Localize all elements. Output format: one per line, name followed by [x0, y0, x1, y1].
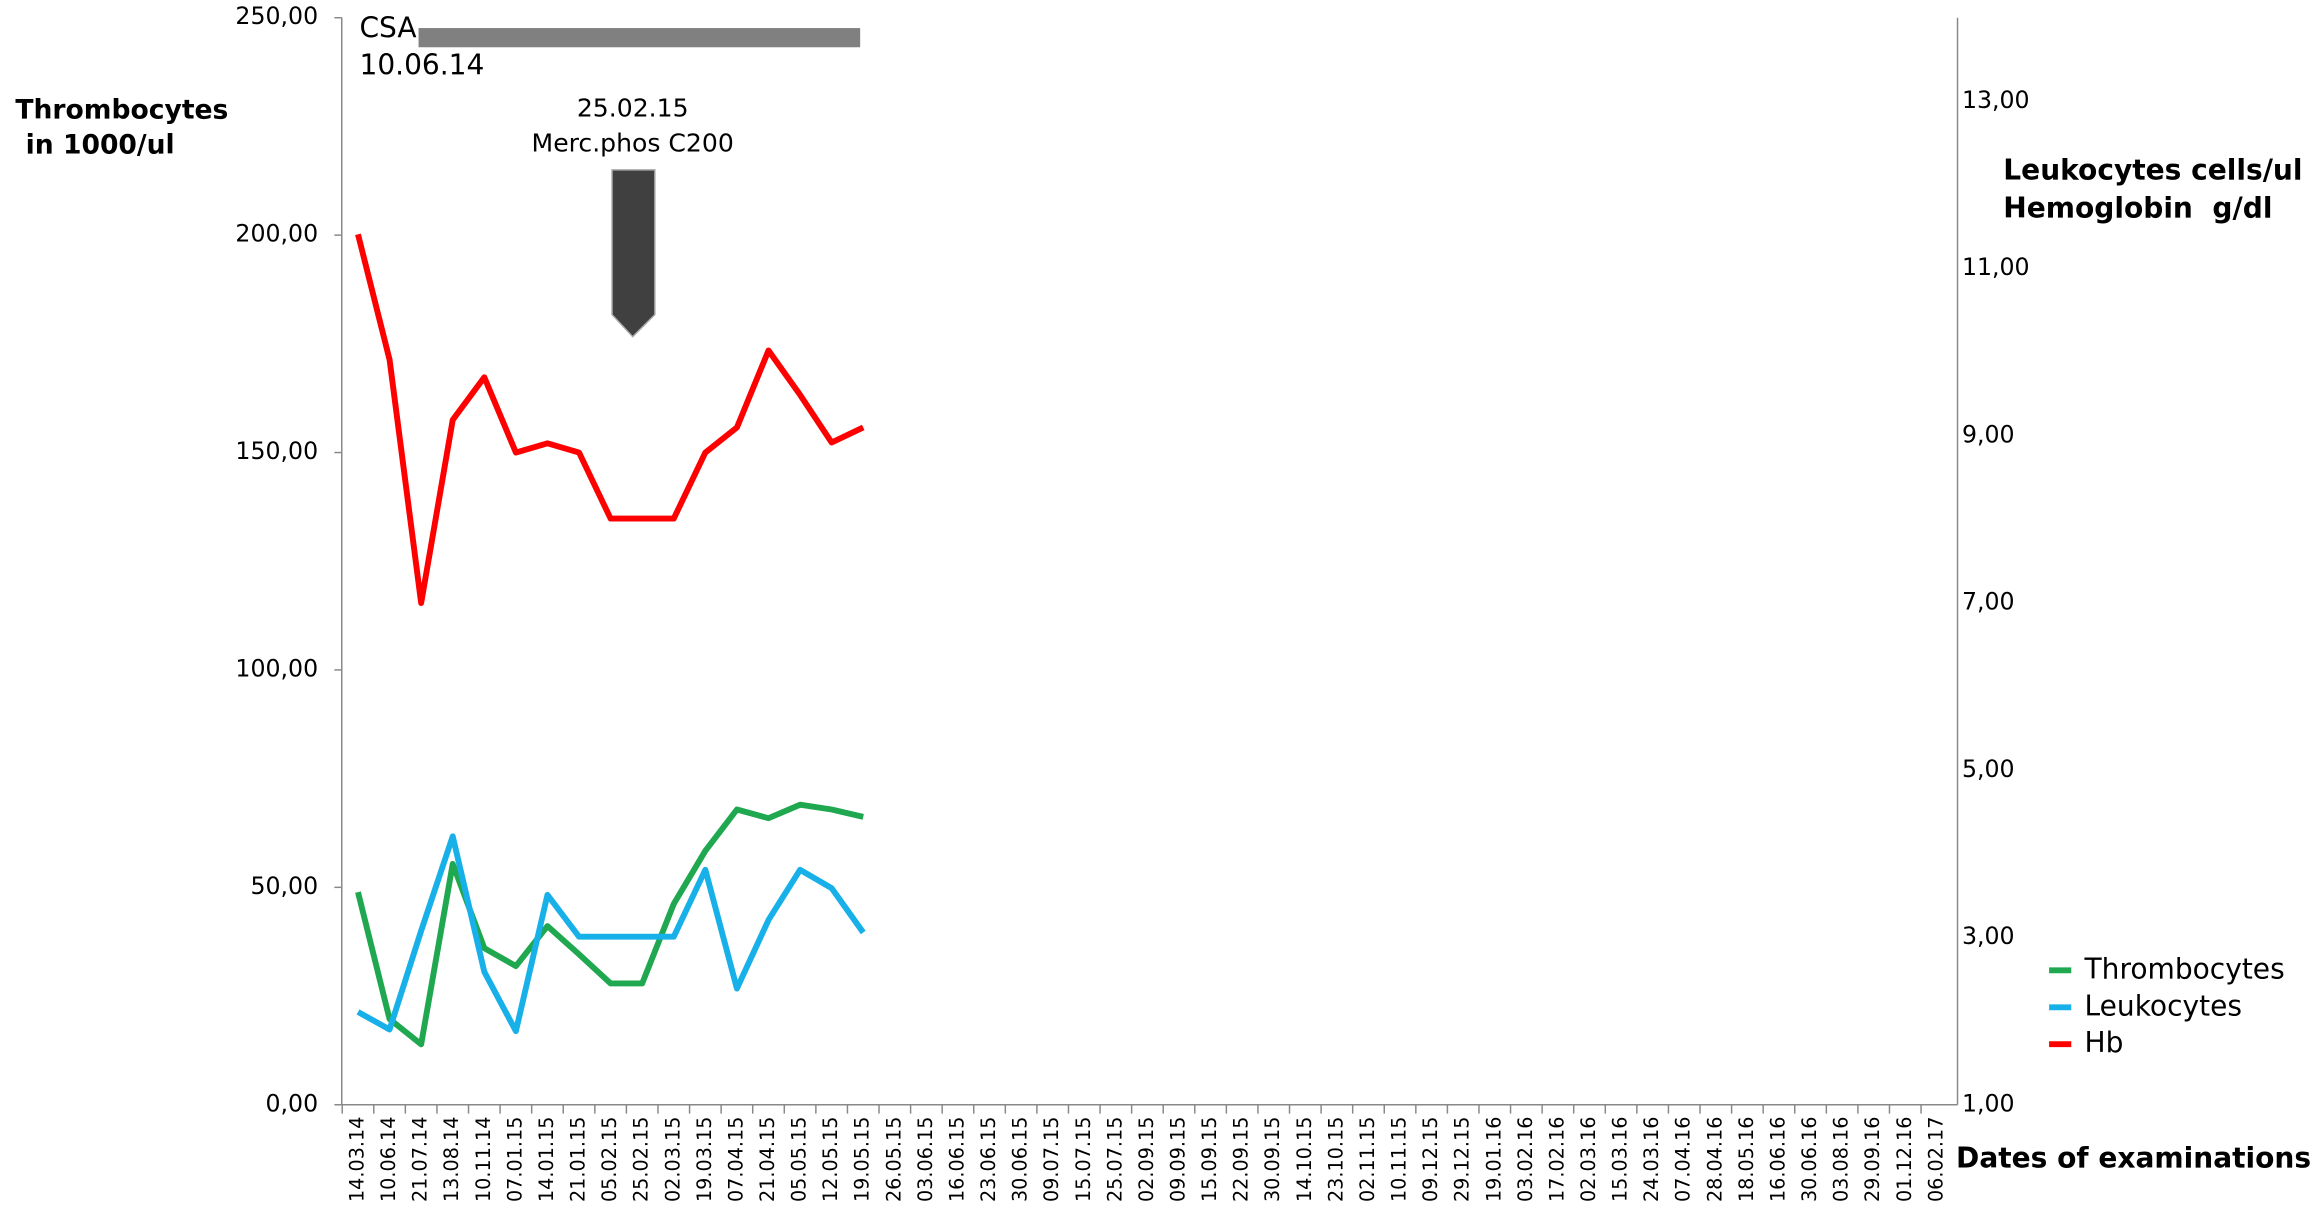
x-tick-label: 15.03.16 — [1609, 1117, 1632, 1202]
y-tick-label: 50,00 — [250, 872, 318, 900]
y-tick-label: 150,00 — [235, 437, 318, 465]
x-tick-label: 15.07.15 — [1072, 1117, 1095, 1202]
annotation: Merc.phos C200 — [532, 129, 734, 158]
x-tick-label: 03.02.16 — [1514, 1117, 1537, 1202]
series-line — [355, 801, 864, 1048]
x-tick-label: 30.06.15 — [1009, 1117, 1032, 1202]
x-tick-label: 10.06.14 — [377, 1117, 400, 1202]
x-tick-label: 19.01.16 — [1482, 1117, 1505, 1202]
x-tick-label: 23.06.15 — [977, 1117, 1000, 1202]
x-tick-label: 18.05.16 — [1735, 1117, 1758, 1202]
y-tick-label: 100,00 — [235, 654, 318, 682]
x-tick-label: 07.04.16 — [1672, 1117, 1695, 1202]
x-tick-label: 09.09.15 — [1167, 1117, 1190, 1202]
y2-tick-label: 13,00 — [1962, 86, 2030, 114]
x-tick-label: 01.12.16 — [1893, 1117, 1916, 1202]
y2-tick-label: 5,00 — [1962, 755, 2015, 783]
annotation: 10.06.14 — [359, 48, 484, 81]
x-tick-label: 14.01.15 — [535, 1117, 558, 1202]
y-tick-label: 250,00 — [235, 2, 318, 30]
y2-tick-label: 11,00 — [1962, 253, 2030, 281]
y2-tick-label: 9,00 — [1962, 420, 2015, 448]
arrow — [611, 169, 656, 338]
x-tick-label: 03.06.15 — [914, 1117, 937, 1202]
x-tick-label: 19.03.15 — [693, 1117, 716, 1202]
annotation: CSA — [359, 12, 416, 45]
x-tick-label: 28.04.16 — [1703, 1117, 1726, 1202]
legend-label: Hb — [2085, 1026, 2124, 1059]
x-tick-label: 07.04.15 — [724, 1117, 747, 1202]
y2-axis-title: Hemoglobin g/dl — [2003, 192, 2272, 225]
x-tick-label: 09.07.15 — [1040, 1117, 1063, 1202]
x-tick-label: 29.09.16 — [1861, 1117, 1884, 1202]
x-tick-label: 24.03.16 — [1640, 1117, 1663, 1202]
y2-tick-label: 1,00 — [1962, 1089, 2015, 1117]
x-tick-label: 10.11.15 — [1388, 1117, 1411, 1202]
x-tick-label: 19.05.15 — [851, 1117, 874, 1202]
x-tick-label: 23.10.15 — [1324, 1117, 1347, 1202]
x-tick-label: 30.09.15 — [1261, 1117, 1284, 1202]
x-tick-label: 25.02.15 — [630, 1117, 653, 1202]
y-axis-title: Thrombocytes — [15, 94, 228, 125]
y2-tick-label: 3,00 — [1962, 922, 2015, 950]
csa-bar — [418, 28, 861, 48]
x-tick-label: 16.06.16 — [1766, 1117, 1789, 1202]
x-tick-label: 17.02.16 — [1545, 1117, 1568, 1202]
x-tick-label: 25.07.15 — [1103, 1117, 1126, 1202]
x-tick-label: 05.05.15 — [788, 1117, 811, 1202]
x-tick-label: 09.12.15 — [1419, 1117, 1442, 1202]
y-tick-label: 0,00 — [266, 1089, 319, 1117]
legend-label: Thrombocytes — [2084, 952, 2285, 985]
x-tick-label: 10.11.14 — [472, 1117, 495, 1202]
x-tick-label: 26.05.15 — [882, 1117, 905, 1202]
x-tick-label: 21.04.15 — [756, 1117, 779, 1202]
x-tick-label: 30.06.16 — [1798, 1117, 1821, 1202]
x-tick-label: 14.10.15 — [1293, 1117, 1316, 1202]
annotation: 25.02.15 — [577, 93, 689, 122]
y-tick-label: 200,00 — [235, 220, 318, 248]
x-tick-label: 14.03.14 — [345, 1117, 368, 1202]
x-tick-label: 02.11.15 — [1356, 1117, 1379, 1202]
y-axis-title: in 1000/ul — [26, 130, 175, 161]
series-line — [356, 833, 866, 1035]
x-tick-label: 29.12.15 — [1451, 1117, 1474, 1202]
x-tick-label: 02.09.15 — [1135, 1117, 1158, 1202]
x-tick-label: 16.06.15 — [945, 1117, 968, 1202]
series-line — [355, 233, 865, 607]
x-axis-title: Dates of examinations — [1956, 1141, 2311, 1174]
x-tick-label: 06.02.17 — [1924, 1117, 1947, 1202]
x-tick-label: 02.03.16 — [1577, 1117, 1600, 1202]
x-tick-label: 21.01.15 — [567, 1117, 590, 1202]
x-tick-label: 05.02.15 — [598, 1117, 621, 1202]
x-tick-label: 22.09.15 — [1230, 1117, 1253, 1202]
y2-axis-title: Leukocytes cells/ul — [2003, 153, 2302, 186]
x-tick-label: 12.05.15 — [819, 1117, 842, 1202]
y2-tick-label: 7,00 — [1962, 588, 2015, 616]
x-tick-label: 07.01.15 — [503, 1117, 526, 1202]
x-tick-label: 15.09.15 — [1198, 1117, 1221, 1202]
x-tick-label: 03.08.16 — [1830, 1117, 1853, 1202]
x-tick-label: 02.03.15 — [661, 1117, 684, 1202]
x-tick-label: 21.07.14 — [409, 1117, 432, 1202]
x-tick-label: 13.08.14 — [440, 1117, 463, 1202]
legend-label: Leukocytes — [2085, 989, 2242, 1022]
